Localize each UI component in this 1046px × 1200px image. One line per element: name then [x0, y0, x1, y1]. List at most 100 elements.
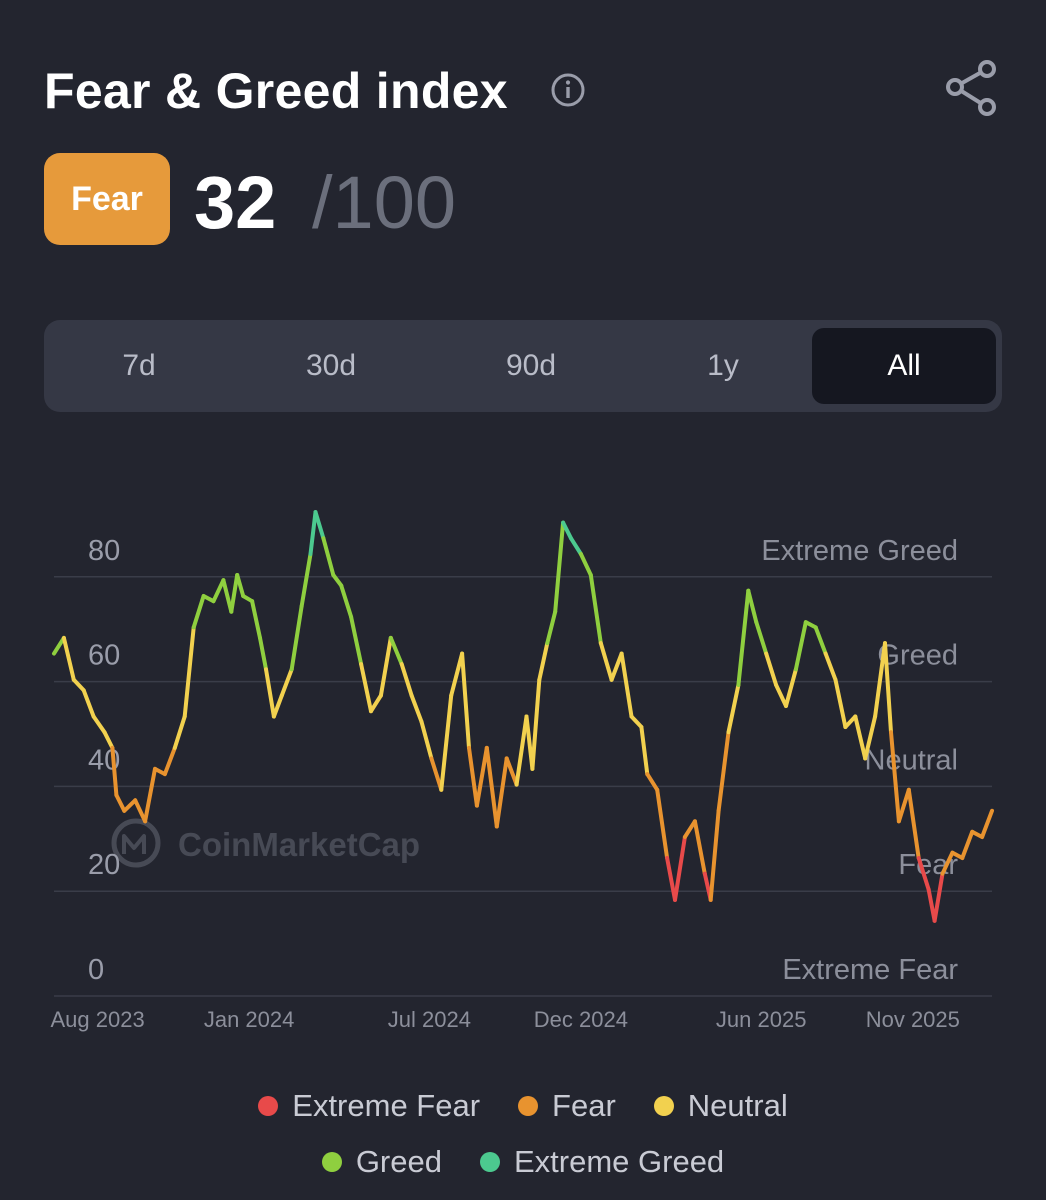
score-value: 32	[194, 161, 277, 244]
header: Fear & Greed index	[44, 58, 1002, 128]
x-tick-label: Aug 2023	[50, 1007, 144, 1032]
y-tick-label: 60	[88, 640, 120, 672]
line-segment	[708, 808, 721, 902]
line-segment	[114, 793, 127, 813]
line-segment	[122, 798, 138, 813]
zone-label: Extreme Fear	[782, 954, 958, 986]
line-segment	[313, 510, 326, 541]
line-segment	[61, 635, 76, 682]
tab-7d[interactable]: 7d	[122, 349, 156, 382]
line-segment	[645, 772, 660, 792]
chart-grid	[54, 576, 992, 997]
zone-label: Greed	[877, 640, 958, 672]
line-segment	[561, 520, 573, 541]
tab-30d[interactable]: 30d	[305, 349, 357, 382]
legend-dot	[321, 1152, 342, 1172]
line-segment	[883, 641, 893, 735]
line-segment	[467, 745, 479, 808]
line-segment	[896, 787, 911, 824]
line-segment	[619, 651, 634, 719]
line-segment	[484, 745, 499, 829]
line-segment	[813, 625, 828, 656]
line-segment	[588, 573, 603, 646]
line-segment	[321, 536, 336, 577]
share-icon[interactable]	[944, 58, 998, 118]
line-segment	[449, 651, 465, 698]
line-segment	[726, 683, 741, 735]
line-segment	[629, 714, 644, 729]
legend-item-extreme-greed: Extreme Greed	[479, 1144, 725, 1180]
x-tick-label: Jul 2024	[388, 1007, 471, 1032]
line-segment	[843, 714, 858, 729]
legend-label: Extreme Greed	[513, 1144, 725, 1179]
line-segment	[853, 714, 868, 761]
line-segment	[258, 635, 268, 672]
line-segment	[221, 578, 234, 614]
line-segment	[960, 829, 975, 860]
coinmarketcap-watermark: CoinMarketCap	[111, 818, 420, 868]
line-segment	[609, 651, 624, 682]
line-segment	[429, 756, 444, 792]
line-segment	[182, 625, 196, 719]
line-segment	[980, 808, 994, 839]
line-segment	[143, 766, 157, 824]
line-segment	[736, 588, 751, 687]
line-segment	[211, 578, 226, 604]
line-segment	[229, 573, 240, 614]
line-segment	[172, 714, 187, 750]
line-segment	[784, 667, 798, 708]
line-segment	[439, 693, 454, 792]
line-segment	[110, 745, 119, 798]
line-segment	[289, 604, 304, 672]
line-segment	[474, 745, 489, 808]
line-segment	[91, 714, 107, 735]
line-segment	[639, 725, 650, 777]
line-segment	[460, 651, 471, 750]
line-segment	[339, 583, 354, 619]
x-tick-label: Nov 2025	[866, 1007, 960, 1032]
line-segment	[409, 693, 424, 724]
line-segment	[299, 552, 313, 609]
tab-1y[interactable]: 1y	[707, 349, 739, 382]
y-tick-label: 20	[88, 849, 120, 881]
line-segment	[793, 620, 808, 672]
line-segment	[331, 573, 344, 588]
line-segment	[673, 835, 687, 902]
tab-90d[interactable]: 90d	[505, 349, 557, 382]
line-segment	[940, 850, 955, 876]
line-segment	[863, 714, 878, 761]
line-segment	[250, 599, 262, 640]
y-tick-label: 80	[88, 535, 120, 567]
line-segment	[553, 520, 566, 614]
line-segment	[889, 730, 901, 824]
x-tick-label: Jan 2024	[204, 1007, 295, 1032]
legend-item-neutral: Neutral	[653, 1088, 788, 1124]
line-segment	[191, 594, 206, 630]
legend-label: Greed	[355, 1144, 442, 1179]
line-segment	[52, 635, 66, 656]
line-segment	[754, 620, 769, 656]
line-segment	[235, 573, 246, 598]
legend-item-extreme-fear: Extreme Fear	[258, 1088, 480, 1124]
line-segment	[530, 677, 542, 771]
tab-all[interactable]: All	[812, 328, 996, 404]
line-segment	[823, 651, 838, 682]
x-axis-labels: Aug 2023 Jan 2024 Jul 2024 Dec 2024 Jun 2025…	[50, 1007, 959, 1032]
line-segment	[833, 677, 848, 729]
line-segment	[764, 651, 779, 687]
line-segment	[504, 756, 519, 787]
line-segment	[598, 641, 614, 682]
line-segment	[308, 510, 318, 556]
line-segment	[279, 667, 294, 698]
line-segment	[655, 787, 670, 860]
zone-label: Neutral	[865, 744, 959, 776]
legend-label: Fear	[552, 1088, 616, 1123]
line-segment	[369, 693, 383, 714]
x-tick-label: Dec 2024	[534, 1007, 628, 1032]
info-icon[interactable]	[550, 72, 586, 108]
line-segment	[419, 719, 434, 761]
x-tick-label: Jun 2025	[716, 1007, 807, 1032]
line-segment	[716, 730, 731, 813]
legend: Extreme Fear Fear Neutral Greed Extreme …	[0, 1078, 1046, 1190]
